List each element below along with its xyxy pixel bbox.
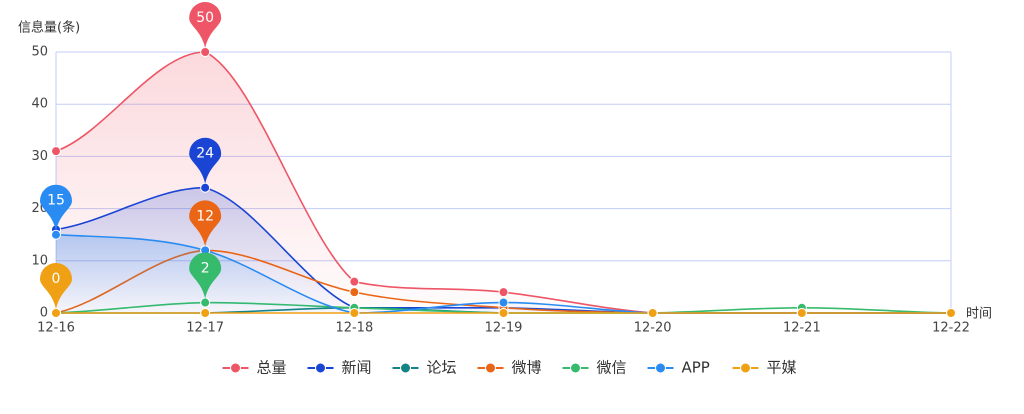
point bbox=[200, 182, 211, 193]
max-pin bbox=[40, 184, 72, 231]
y-tick-label: 50 bbox=[31, 45, 48, 60]
area bbox=[56, 234, 951, 313]
point bbox=[200, 297, 211, 308]
legend-label: 微信 bbox=[597, 359, 627, 377]
legend-label: 总量 bbox=[257, 359, 287, 377]
x-tick-label: 12-17 bbox=[186, 321, 224, 336]
x-tick-label: 12-19 bbox=[485, 321, 523, 336]
max-pin-label: 0 bbox=[52, 271, 61, 287]
y-tick-label: 0 bbox=[40, 306, 48, 321]
legend-label: 平媒 bbox=[767, 359, 797, 377]
point bbox=[946, 308, 956, 318]
x-tick-label: 12-20 bbox=[634, 321, 672, 336]
point bbox=[51, 308, 61, 318]
y-tick-label: 40 bbox=[31, 97, 48, 112]
point bbox=[349, 308, 360, 318]
legend-marker bbox=[230, 362, 241, 374]
legend-label: 微博 bbox=[512, 359, 542, 377]
max-pin bbox=[189, 137, 222, 184]
max-pin-label: 24 bbox=[196, 146, 214, 162]
y-tick-label: 30 bbox=[31, 149, 48, 164]
max-pin bbox=[189, 252, 222, 299]
max-pin bbox=[189, 2, 222, 48]
x-tick-label: 12-18 bbox=[335, 321, 373, 336]
y-tick-label: 10 bbox=[31, 253, 48, 268]
max-pin bbox=[189, 200, 222, 247]
x-tick-label: 12-16 bbox=[37, 321, 75, 336]
point bbox=[51, 229, 61, 240]
legend-marker bbox=[485, 362, 496, 374]
legend-label: APP bbox=[682, 359, 710, 377]
max-pin-label: 12 bbox=[196, 208, 214, 224]
max-pin bbox=[40, 263, 72, 309]
x-tick-label: 12-22 bbox=[932, 321, 970, 336]
point bbox=[51, 146, 61, 157]
legend-marker bbox=[315, 362, 326, 374]
max-pin-label: 15 bbox=[47, 193, 65, 209]
y-axis-label: 信息量(条) bbox=[18, 20, 80, 36]
point bbox=[498, 287, 509, 298]
max-pin-label: 50 bbox=[196, 10, 214, 26]
legend-marker bbox=[655, 362, 666, 374]
legend-marker bbox=[740, 362, 751, 374]
x-tick-label: 12-21 bbox=[783, 321, 821, 336]
area bbox=[56, 187, 951, 313]
point bbox=[796, 308, 807, 318]
point bbox=[647, 308, 658, 318]
legend-marker bbox=[400, 362, 411, 374]
point bbox=[498, 297, 509, 308]
point bbox=[349, 287, 360, 298]
point bbox=[498, 308, 509, 318]
point bbox=[200, 308, 211, 318]
max-pin-label: 2 bbox=[201, 261, 210, 277]
point bbox=[200, 47, 211, 57]
x-axis-label: 时间 bbox=[966, 307, 992, 322]
point bbox=[349, 276, 360, 287]
legend-marker bbox=[570, 362, 581, 374]
legend-label: 新闻 bbox=[342, 359, 372, 377]
legend-label: 论坛 bbox=[427, 359, 457, 377]
